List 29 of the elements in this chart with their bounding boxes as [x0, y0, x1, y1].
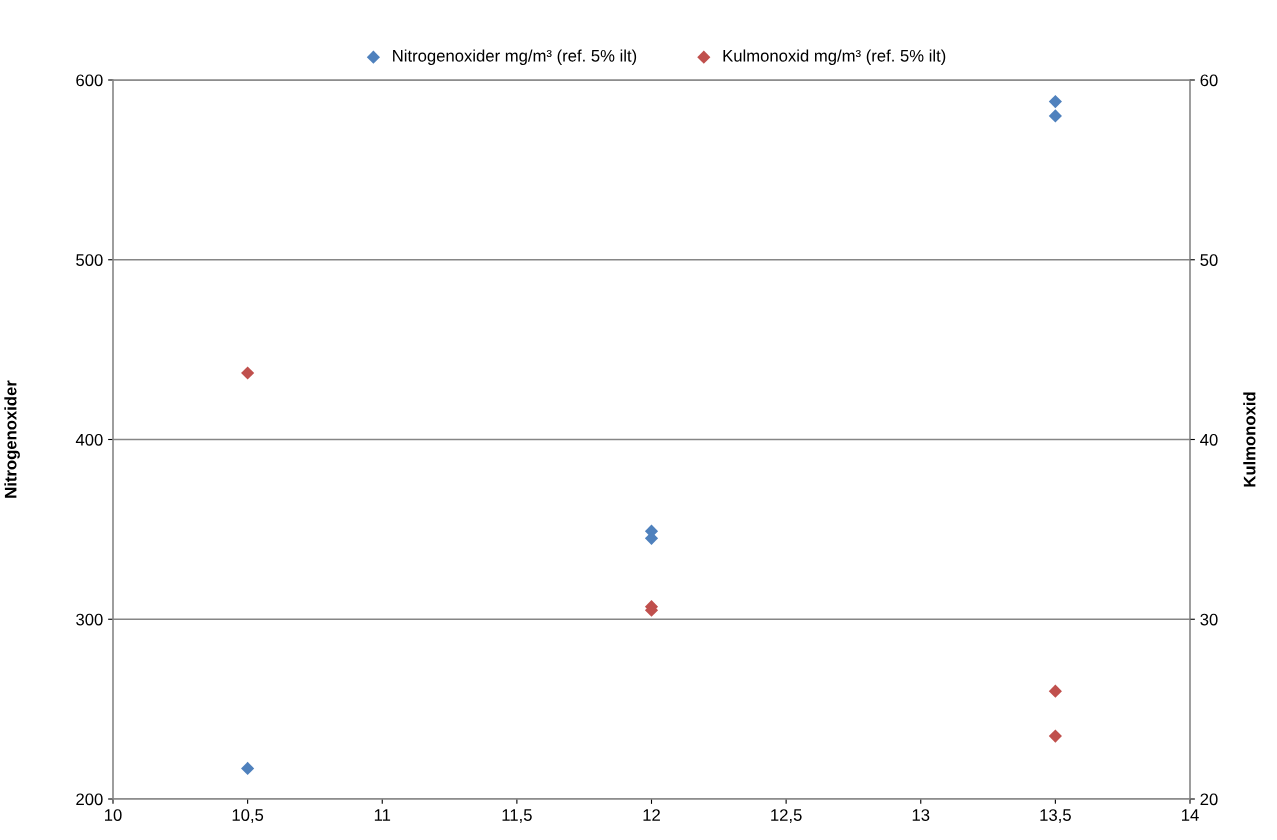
y2-tick-label: 20 — [1200, 793, 1218, 806]
y-tick-label: 600 — [76, 74, 103, 87]
point — [241, 761, 255, 776]
x-tick-label: 12,5 — [771, 809, 802, 823]
y2-tick-label: 40 — [1200, 433, 1218, 446]
x-tick-label: 10,5 — [232, 809, 264, 823]
x-tick-label: 10 — [105, 809, 122, 821]
y2-axis-title: Kulmonoxid — [1243, 392, 1256, 487]
point — [1048, 729, 1062, 743]
y-tick-label: 300 — [76, 613, 103, 626]
y-axis-title: Nitrogenoxider — [4, 380, 20, 498]
legend-label: Kulmonoxid mg/m³ (ref. 5% ilt) — [723, 49, 946, 65]
y-tick-label: 500 — [76, 254, 103, 266]
x-tick-label: 11,5 — [502, 809, 532, 823]
y-tick-label: 200 — [76, 793, 103, 806]
point — [1048, 684, 1062, 698]
legend-label: Nitrogenoxider mg/m³ (ref. 5% ilt) — [393, 49, 637, 65]
x-tick-label: 13 — [912, 809, 930, 821]
point — [1048, 109, 1062, 123]
y2-tick-label: 60 — [1200, 74, 1218, 87]
x-tick-label: 11 — [374, 809, 391, 821]
x-tick-label: 13,5 — [1040, 809, 1071, 823]
point — [1048, 94, 1062, 109]
x-tick-label: 12 — [643, 809, 660, 821]
y2-tick-label: 30 — [1200, 613, 1218, 626]
point — [241, 366, 255, 380]
y2-tick-label: 50 — [1200, 254, 1218, 266]
x-tick-label: 14 — [1182, 809, 1199, 821]
y-tick-label: 400 — [75, 433, 103, 446]
